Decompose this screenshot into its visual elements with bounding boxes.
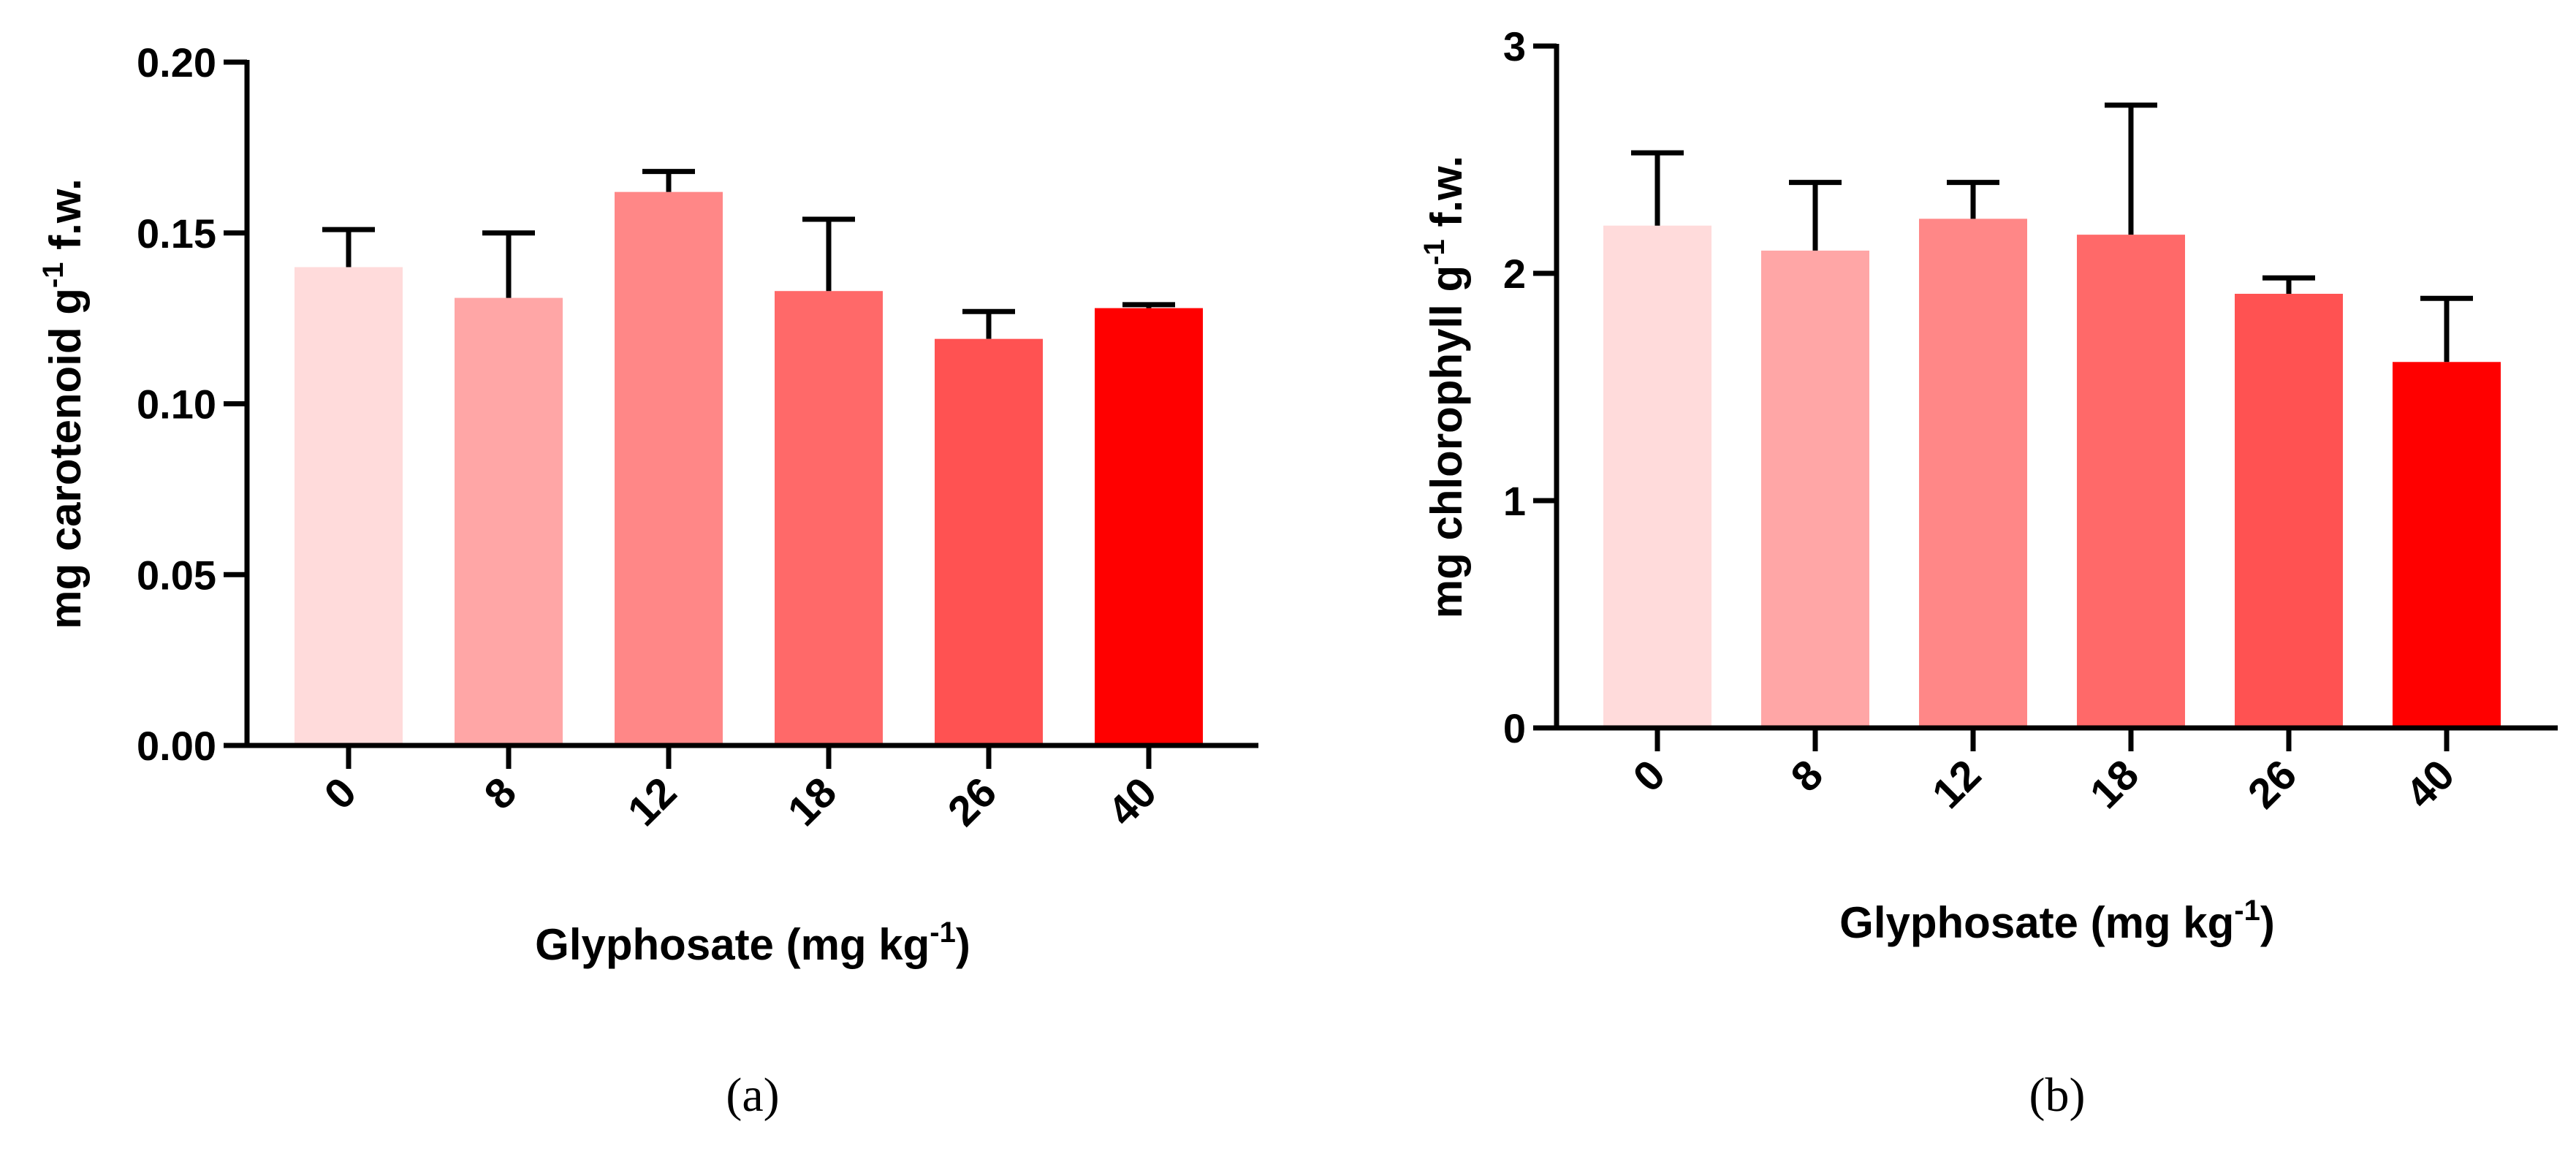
bar-12 [1919,219,2027,728]
panel-label: (a) [726,1068,779,1122]
y-tick-label: 0.10 [137,381,216,428]
bar-18 [775,291,883,746]
chart-panel-a: 0.00 0.05 0.10 0.15 0.20 0 8 12 18 26 40 mg caroten… [37,39,1258,1122]
bar-40 [2393,362,2501,728]
x-axis-title: Glyphosate (mg kg-1) [1839,895,2275,947]
x-tick-label-12: 12 [1923,751,1991,818]
bar-26 [935,338,1043,745]
x-axis-title: Glyphosate (mg kg-1) [535,916,970,969]
bar-0 [1603,225,1711,728]
x-tick-label-8: 8 [475,768,525,819]
y-tick-label: 2 [1503,251,1526,297]
x-tick-label-0: 0 [1624,751,1674,801]
bar-26 [2235,293,2343,728]
x-tick-label-8: 8 [1782,751,1832,801]
bar-12 [615,191,723,745]
y-tick-label: 3 [1503,23,1526,69]
x-tick-label-18: 18 [779,768,846,835]
bar-8 [455,297,563,745]
y-tick-label: 0.00 [137,723,216,769]
bar-40 [1095,308,1203,746]
x-tick-label-40: 40 [1099,768,1166,835]
y-tick-label: 0 [1503,705,1526,751]
x-tick-label-40: 40 [2397,751,2464,818]
y-tick-label: 0.05 [137,552,216,598]
y-tick-label: 0.20 [137,39,216,86]
y-axis-title: mg chlorophyll g-1 f.w. [1418,156,1471,618]
x-tick-label-0: 0 [315,768,365,819]
panel-label: (b) [2029,1068,2086,1122]
x-tick-label-18: 18 [2081,751,2148,818]
y-tick-label: 1 [1503,478,1526,524]
bar-8 [1761,250,1869,728]
x-tick-label-12: 12 [619,768,686,835]
bar-18 [2077,235,2185,728]
bar-0 [295,267,403,745]
y-tick-label: 0.15 [137,210,216,257]
x-tick-label-26: 26 [2239,751,2306,818]
y-axis-title: mg carotenoid g-1 f.w. [37,178,90,629]
x-tick-label-26: 26 [939,768,1006,835]
